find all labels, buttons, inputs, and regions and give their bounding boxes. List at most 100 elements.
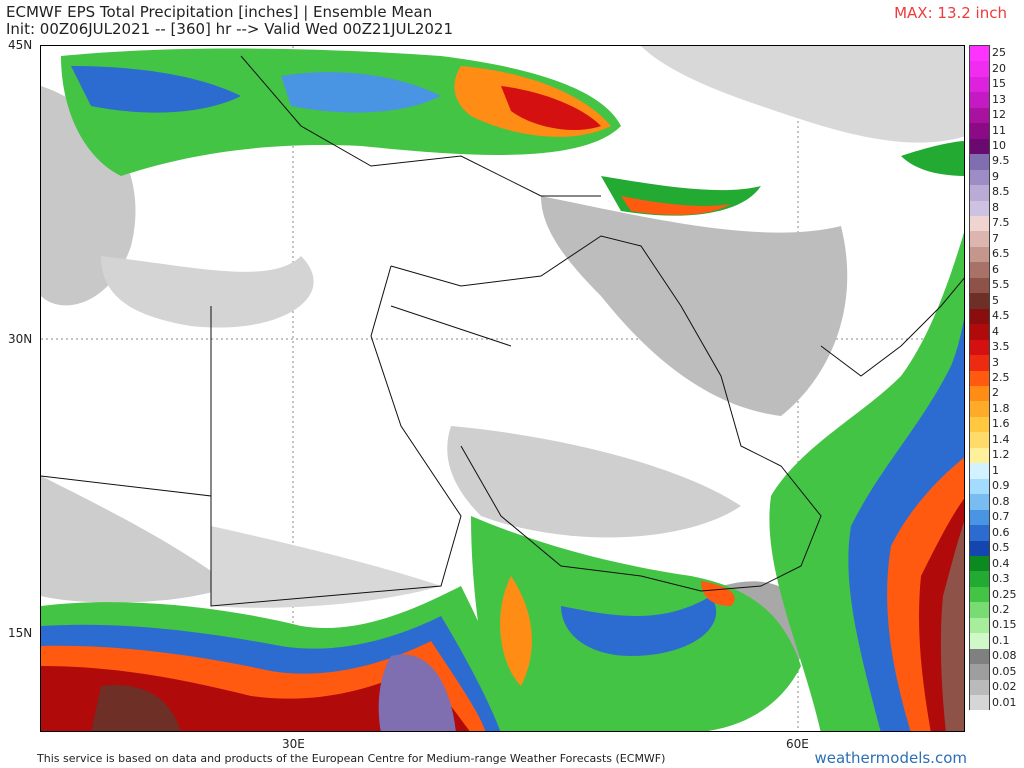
colorbar-label: 0.02 xyxy=(992,680,1017,694)
colorbar-label: 7 xyxy=(992,231,999,245)
colorbar-swatch-0.15 xyxy=(970,617,989,634)
colorbar-swatch-11 xyxy=(970,123,989,139)
sahel-rain xyxy=(41,586,521,731)
colorbar-label: 9.5 xyxy=(992,154,1010,168)
colorbar-label: 3.5 xyxy=(992,340,1010,354)
map-title: ECMWF EPS Total Precipitation [inches] |… xyxy=(6,4,453,38)
colorbar-swatch-0.08 xyxy=(970,648,989,665)
colorbar-label: 25 xyxy=(992,46,1006,60)
colorbar-label: 1.8 xyxy=(992,401,1010,415)
colorbar-label: 7.5 xyxy=(992,216,1010,230)
colorbar-swatch-1.6 xyxy=(970,416,989,433)
colorbar-swatch-4.5 xyxy=(970,308,989,325)
colorbar-label: 5 xyxy=(992,293,999,307)
lat-label-15n: 15N xyxy=(8,626,33,640)
colorbar-label: 0.5 xyxy=(992,541,1010,555)
colorbar-swatch-15 xyxy=(970,76,989,93)
colorbar-label: 15 xyxy=(992,77,1006,91)
colorbar-swatch-0.8 xyxy=(970,494,989,510)
colorbar-label: 8.5 xyxy=(992,185,1010,199)
colorbar-swatch-1.8 xyxy=(970,401,989,417)
colorbar-swatch-0.7 xyxy=(970,509,989,526)
colorbar-swatch-7.5 xyxy=(970,215,989,232)
lon-label-30e: 30E xyxy=(282,737,305,751)
coastlines xyxy=(41,55,964,607)
colorbar-label: 4.5 xyxy=(992,309,1010,323)
colorbar-swatch-8 xyxy=(970,200,989,216)
colorbar-swatch-12 xyxy=(970,107,989,124)
colorbar-swatch-13 xyxy=(970,92,989,108)
colorbar-swatch-9 xyxy=(970,169,989,186)
colorbar-labels: 25 20 15 13 12 11 10 9.5 9 8.5 8 7.5 7 6.5 6 5.5 5 4.5 4 3.… xyxy=(992,45,1024,710)
title-line-2: Init: 00Z06JUL2021 -- [360] hr --> Valid… xyxy=(6,20,454,38)
colorbar-swatch-5 xyxy=(970,293,989,309)
lat-label-30n: 30N xyxy=(8,332,33,346)
colorbar-swatch-5.5 xyxy=(970,277,989,294)
lon-label-60e: 60E xyxy=(786,737,809,751)
colorbar-label: 20 xyxy=(992,61,1006,75)
colorbar-label: 1.2 xyxy=(992,448,1010,462)
northern-rain-band xyxy=(61,48,964,216)
arabia-rain xyxy=(471,516,801,731)
colorbar-swatch-6.5 xyxy=(970,246,989,263)
map-canvas xyxy=(41,46,964,731)
max-value-label: MAX: 13.2 inch xyxy=(894,4,1007,22)
colorbar-swatch-0.9 xyxy=(970,478,989,495)
colorbar xyxy=(969,45,990,711)
precipitation-map[interactable] xyxy=(40,45,965,732)
colorbar-label: 0.6 xyxy=(992,525,1010,539)
colorbar-swatch-0.5 xyxy=(970,540,989,556)
colorbar-swatch-2 xyxy=(970,385,989,402)
colorbar-swatch-25 xyxy=(970,46,989,62)
colorbar-swatch-9.5 xyxy=(970,154,989,170)
colorbar-swatch-1.4 xyxy=(970,432,989,448)
colorbar-label: 10 xyxy=(992,139,1006,153)
colorbar-label: 0.7 xyxy=(992,510,1010,524)
colorbar-label: 6.5 xyxy=(992,247,1010,261)
colorbar-label: 12 xyxy=(992,108,1006,122)
brand-link[interactable]: weathermodels.com xyxy=(814,749,967,767)
colorbar-swatch-7 xyxy=(970,231,989,247)
colorbar-label: 0.05 xyxy=(992,664,1017,678)
monsoon-rain xyxy=(769,232,964,731)
colorbar-swatch-3 xyxy=(970,355,989,371)
colorbar-label: 0.1 xyxy=(992,633,1010,647)
colorbar-label: 0.01 xyxy=(992,695,1017,709)
colorbar-swatch-1 xyxy=(970,463,989,479)
colorbar-label: 9 xyxy=(992,169,999,183)
colorbar-label: 1 xyxy=(992,463,999,477)
title-line-1: ECMWF EPS Total Precipitation [inches] |… xyxy=(6,3,433,21)
colorbar-label: 0.25 xyxy=(992,587,1017,601)
colorbar-swatch-0.05 xyxy=(970,664,989,680)
colorbar-label: 0.8 xyxy=(992,494,1010,508)
colorbar-label: 0.4 xyxy=(992,556,1010,570)
colorbar-label: 6 xyxy=(992,262,999,276)
colorbar-swatch-10 xyxy=(970,138,989,155)
colorbar-swatch-0.6 xyxy=(970,525,989,541)
colorbar-swatch-0.02 xyxy=(970,679,989,696)
colorbar-label: 0.15 xyxy=(992,618,1017,632)
colorbar-swatch-2.5 xyxy=(970,370,989,386)
ecmwf-credit: This service is based on data and produc… xyxy=(37,752,666,765)
lat-label-45n: 45N xyxy=(8,38,33,52)
colorbar-swatch-0.2 xyxy=(970,602,989,618)
colorbar-swatch-0.01 xyxy=(970,695,989,711)
colorbar-label: 0.3 xyxy=(992,572,1010,586)
colorbar-label: 1.6 xyxy=(992,417,1010,431)
colorbar-label: 8 xyxy=(992,200,999,214)
colorbar-swatch-0.25 xyxy=(970,586,989,603)
colorbar-swatch-0.1 xyxy=(970,633,989,649)
colorbar-swatch-0.3 xyxy=(970,571,989,587)
colorbar-label: 5.5 xyxy=(992,278,1010,292)
colorbar-label: 3 xyxy=(992,355,999,369)
colorbar-swatch-6 xyxy=(970,262,989,278)
colorbar-label: 13 xyxy=(992,92,1006,106)
colorbar-label: 0.08 xyxy=(992,649,1017,663)
colorbar-swatch-20 xyxy=(970,61,989,77)
colorbar-label: 0.9 xyxy=(992,479,1010,493)
colorbar-label: 2.5 xyxy=(992,371,1010,384)
colorbar-swatch-3.5 xyxy=(970,339,989,356)
colorbar-swatch-8.5 xyxy=(970,185,989,201)
colorbar-swatch-0.4 xyxy=(970,555,989,572)
colorbar-label: 4 xyxy=(992,324,999,338)
